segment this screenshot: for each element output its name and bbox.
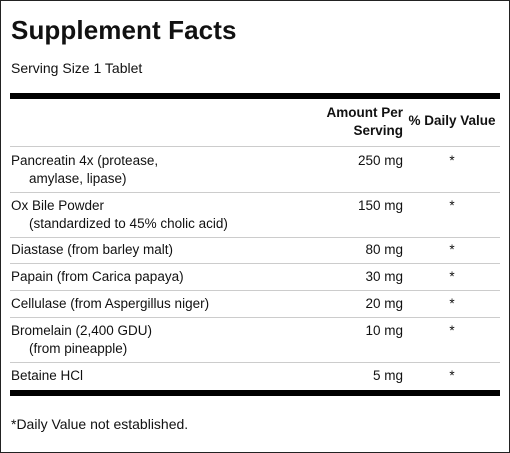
nutrient-daily-value: * [449, 153, 455, 168]
nutrient-amount: 250 mg [357, 153, 403, 168]
nutrient-amount: 20 mg [365, 296, 403, 311]
nutrient-name: Betaine HCl [11, 367, 311, 385]
nutrient-daily-value: * [449, 323, 455, 338]
nutrient-name: Pancreatin 4x (protease, amylase, lipase… [11, 152, 311, 188]
nutrient-name-main: Papain (from Carica papaya) [11, 269, 184, 284]
amount-per-serving-header: Amount Per Serving [301, 104, 403, 140]
nutrient-name-main: Pancreatin 4x (protease, [11, 153, 159, 168]
nutrient-amount: 150 mg [357, 198, 403, 213]
nutrient-daily-value: * [449, 198, 455, 213]
amount-header-line1: Amount Per [326, 105, 403, 120]
nutrient-daily-value: * [449, 269, 455, 284]
nutrient-name-main: Cellulase (from Aspergillus niger) [11, 296, 210, 311]
row-divider [10, 317, 500, 318]
nutrient-amount: 80 mg [365, 242, 403, 257]
row-divider [10, 362, 500, 363]
footnote: *Daily Value not established. [11, 416, 189, 432]
bottom-divider-bar [10, 390, 500, 396]
nutrient-name-main: Ox Bile Powder [11, 198, 105, 213]
nutrient-name-sub: (standardized to 45% cholic acid) [29, 216, 228, 231]
daily-value-header: % Daily Value [408, 113, 496, 128]
nutrient-daily-value: * [449, 368, 455, 383]
nutrient-name: Ox Bile Powder (standardized to 45% chol… [11, 197, 311, 233]
nutrient-amount: 30 mg [365, 269, 403, 284]
row-divider [10, 146, 500, 147]
serving-size: Serving Size 1 Tablet [11, 60, 143, 76]
nutrient-name: Diastase (from barley malt) [11, 241, 311, 259]
panel-title: Supplement Facts [11, 15, 237, 45]
row-divider [10, 290, 500, 291]
nutrient-name: Papain (from Carica papaya) [11, 268, 311, 286]
row-divider [10, 192, 500, 193]
amount-header-line2: Serving [353, 123, 403, 138]
nutrient-name-main: Betaine HCl [11, 368, 84, 383]
nutrient-amount: 10 mg [365, 323, 403, 338]
row-divider [10, 237, 500, 238]
nutrient-name-sub: amylase, lipase) [29, 171, 127, 186]
nutrient-name: Cellulase (from Aspergillus niger) [11, 295, 311, 313]
top-divider-bar [10, 93, 500, 99]
nutrient-name-sub: (from pineapple) [29, 341, 128, 356]
nutrient-name: Bromelain (2,400 GDU) (from pineapple) [11, 322, 311, 358]
nutrient-name-main: Diastase (from barley malt) [11, 242, 174, 257]
nutrient-amount: 5 mg [372, 368, 403, 383]
nutrient-daily-value: * [449, 296, 455, 311]
row-divider [10, 263, 500, 264]
nutrient-daily-value: * [449, 242, 455, 257]
nutrient-name-main: Bromelain (2,400 GDU) [11, 323, 153, 338]
